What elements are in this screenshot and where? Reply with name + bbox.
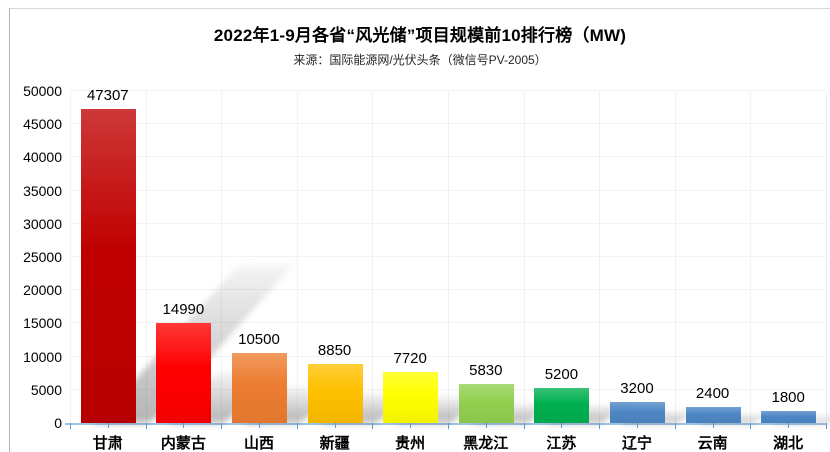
x-axis-category-label: 新疆 bbox=[319, 435, 350, 452]
x-axis-category-label: 山西 bbox=[243, 435, 274, 452]
x-axis-category-label: 湖北 bbox=[773, 435, 804, 452]
v-gridline bbox=[674, 91, 676, 423]
x-axis-tick bbox=[372, 423, 374, 429]
y-axis-tick-label: 40000 bbox=[23, 149, 62, 166]
x-axis-tick bbox=[599, 423, 601, 429]
x-axis-category-label: 云南 bbox=[697, 435, 728, 452]
bar-cell: 8850 新疆 bbox=[297, 91, 405, 452]
x-axis-tick bbox=[70, 423, 71, 429]
y-axis-tick-label: 45000 bbox=[23, 116, 62, 133]
chart-title: 2022年1-9月各省“风光储”项目规模前10排行榜（MW) bbox=[213, 26, 627, 45]
bar-cell: 5830 黑龙江 bbox=[448, 91, 547, 452]
x-axis-minor-tick bbox=[410, 423, 412, 428]
bar-cell: 5200 江苏 bbox=[524, 91, 620, 452]
x-axis-tick bbox=[448, 423, 449, 429]
v-gridline bbox=[599, 91, 601, 423]
bar bbox=[156, 323, 212, 423]
bar bbox=[307, 364, 363, 423]
y-axis-tick-label: 30000 bbox=[23, 215, 62, 232]
y-axis-tick-label: 25000 bbox=[23, 249, 62, 265]
bar-cell: 47307 甘肃 bbox=[70, 87, 293, 452]
bar-cell: 1800 湖北 bbox=[750, 91, 830, 452]
bar-value-label: 8850 bbox=[317, 342, 352, 360]
x-axis-minor-tick bbox=[107, 423, 109, 428]
x-axis-category-label: 辽宁 bbox=[621, 435, 652, 452]
v-gridline bbox=[826, 91, 827, 423]
x-axis-tick bbox=[296, 423, 298, 429]
chart-border-top bbox=[9, 8, 830, 9]
v-gridline bbox=[448, 91, 449, 423]
bar-value-label: 7720 bbox=[393, 349, 427, 367]
y-axis-tick-label: 50000 bbox=[23, 83, 62, 99]
chart-subtitle: 来源：国际能源网/光伏头条（微信号PV-2005） bbox=[293, 53, 547, 67]
x-axis-tick bbox=[145, 423, 147, 429]
bar-value-label: 5830 bbox=[469, 362, 503, 380]
x-axis-category-label: 江苏 bbox=[546, 435, 577, 452]
plot-area: 47307 甘肃 14990 内蒙古 10500 山西 8850 新疆 7720 贵州 5830 黑龙… bbox=[65, 87, 830, 452]
bar-value-label: 5200 bbox=[544, 366, 579, 384]
y-axis-tick-label: 35000 bbox=[23, 182, 62, 199]
x-axis-tick bbox=[750, 423, 752, 429]
x-axis-minor-tick bbox=[788, 423, 790, 428]
x-axis-category-label: 内蒙古 bbox=[160, 435, 206, 452]
bar-value-label: 1800 bbox=[771, 389, 805, 407]
y-axis: 0 5000 10000 15000 20000 25000 30000 35000 40000… bbox=[0, 83, 62, 431]
bar bbox=[80, 108, 136, 423]
v-gridline bbox=[70, 91, 71, 423]
bar bbox=[609, 401, 665, 423]
v-gridline bbox=[221, 91, 223, 423]
x-axis-tick bbox=[221, 423, 223, 429]
x-axis-minor-tick bbox=[485, 423, 487, 428]
bar-value-label: 47307 bbox=[86, 86, 129, 104]
bar-cell: 7720 贵州 bbox=[372, 91, 477, 452]
x-axis-tick bbox=[826, 423, 827, 429]
x-axis-category-label: 贵州 bbox=[395, 435, 426, 452]
x-axis-minor-tick bbox=[259, 423, 260, 428]
bar-cell: 10500 山西 bbox=[221, 91, 334, 452]
x-axis-tick bbox=[523, 423, 525, 429]
bar-cell: 2400 云南 bbox=[675, 91, 763, 452]
v-gridline bbox=[296, 91, 298, 423]
y-axis-tick-label: 20000 bbox=[23, 282, 62, 299]
bar-value-label: 3200 bbox=[620, 379, 654, 397]
bar bbox=[534, 388, 590, 423]
x-axis-minor-tick bbox=[561, 423, 563, 428]
y-axis-tick-label: 15000 bbox=[23, 315, 62, 332]
y-axis-tick-label: 5000 bbox=[30, 381, 62, 398]
x-axis-minor-tick bbox=[712, 423, 714, 428]
bar bbox=[761, 411, 817, 423]
x-axis-minor-tick bbox=[334, 423, 336, 428]
bar-value-label: 2400 bbox=[695, 385, 730, 403]
bar bbox=[685, 407, 741, 423]
bar-value-label: 14990 bbox=[162, 301, 205, 319]
bar-cell: 14990 内蒙古 bbox=[146, 91, 272, 452]
x-axis-category-label: 甘肃 bbox=[92, 435, 123, 452]
y-axis-tick-label: 0 bbox=[54, 415, 62, 431]
bar bbox=[458, 384, 514, 423]
x-axis-minor-tick bbox=[637, 423, 638, 428]
v-gridline bbox=[750, 91, 752, 423]
x-axis-line bbox=[65, 423, 826, 425]
v-gridline bbox=[145, 91, 147, 423]
x-axis-minor-tick bbox=[183, 423, 185, 428]
v-gridline bbox=[372, 91, 374, 423]
h-gridline bbox=[70, 90, 826, 91]
bar-cell: 3200 辽宁 bbox=[599, 91, 690, 452]
chart-border-left bbox=[9, 8, 10, 452]
x-axis-category-label: 黑龙江 bbox=[463, 435, 509, 452]
bar bbox=[383, 371, 439, 423]
bar bbox=[231, 353, 287, 423]
y-axis-tick-label: 10000 bbox=[23, 348, 62, 365]
v-gridline bbox=[523, 91, 525, 423]
bar-value-label: 10500 bbox=[238, 331, 280, 349]
x-axis-tick bbox=[674, 423, 676, 429]
